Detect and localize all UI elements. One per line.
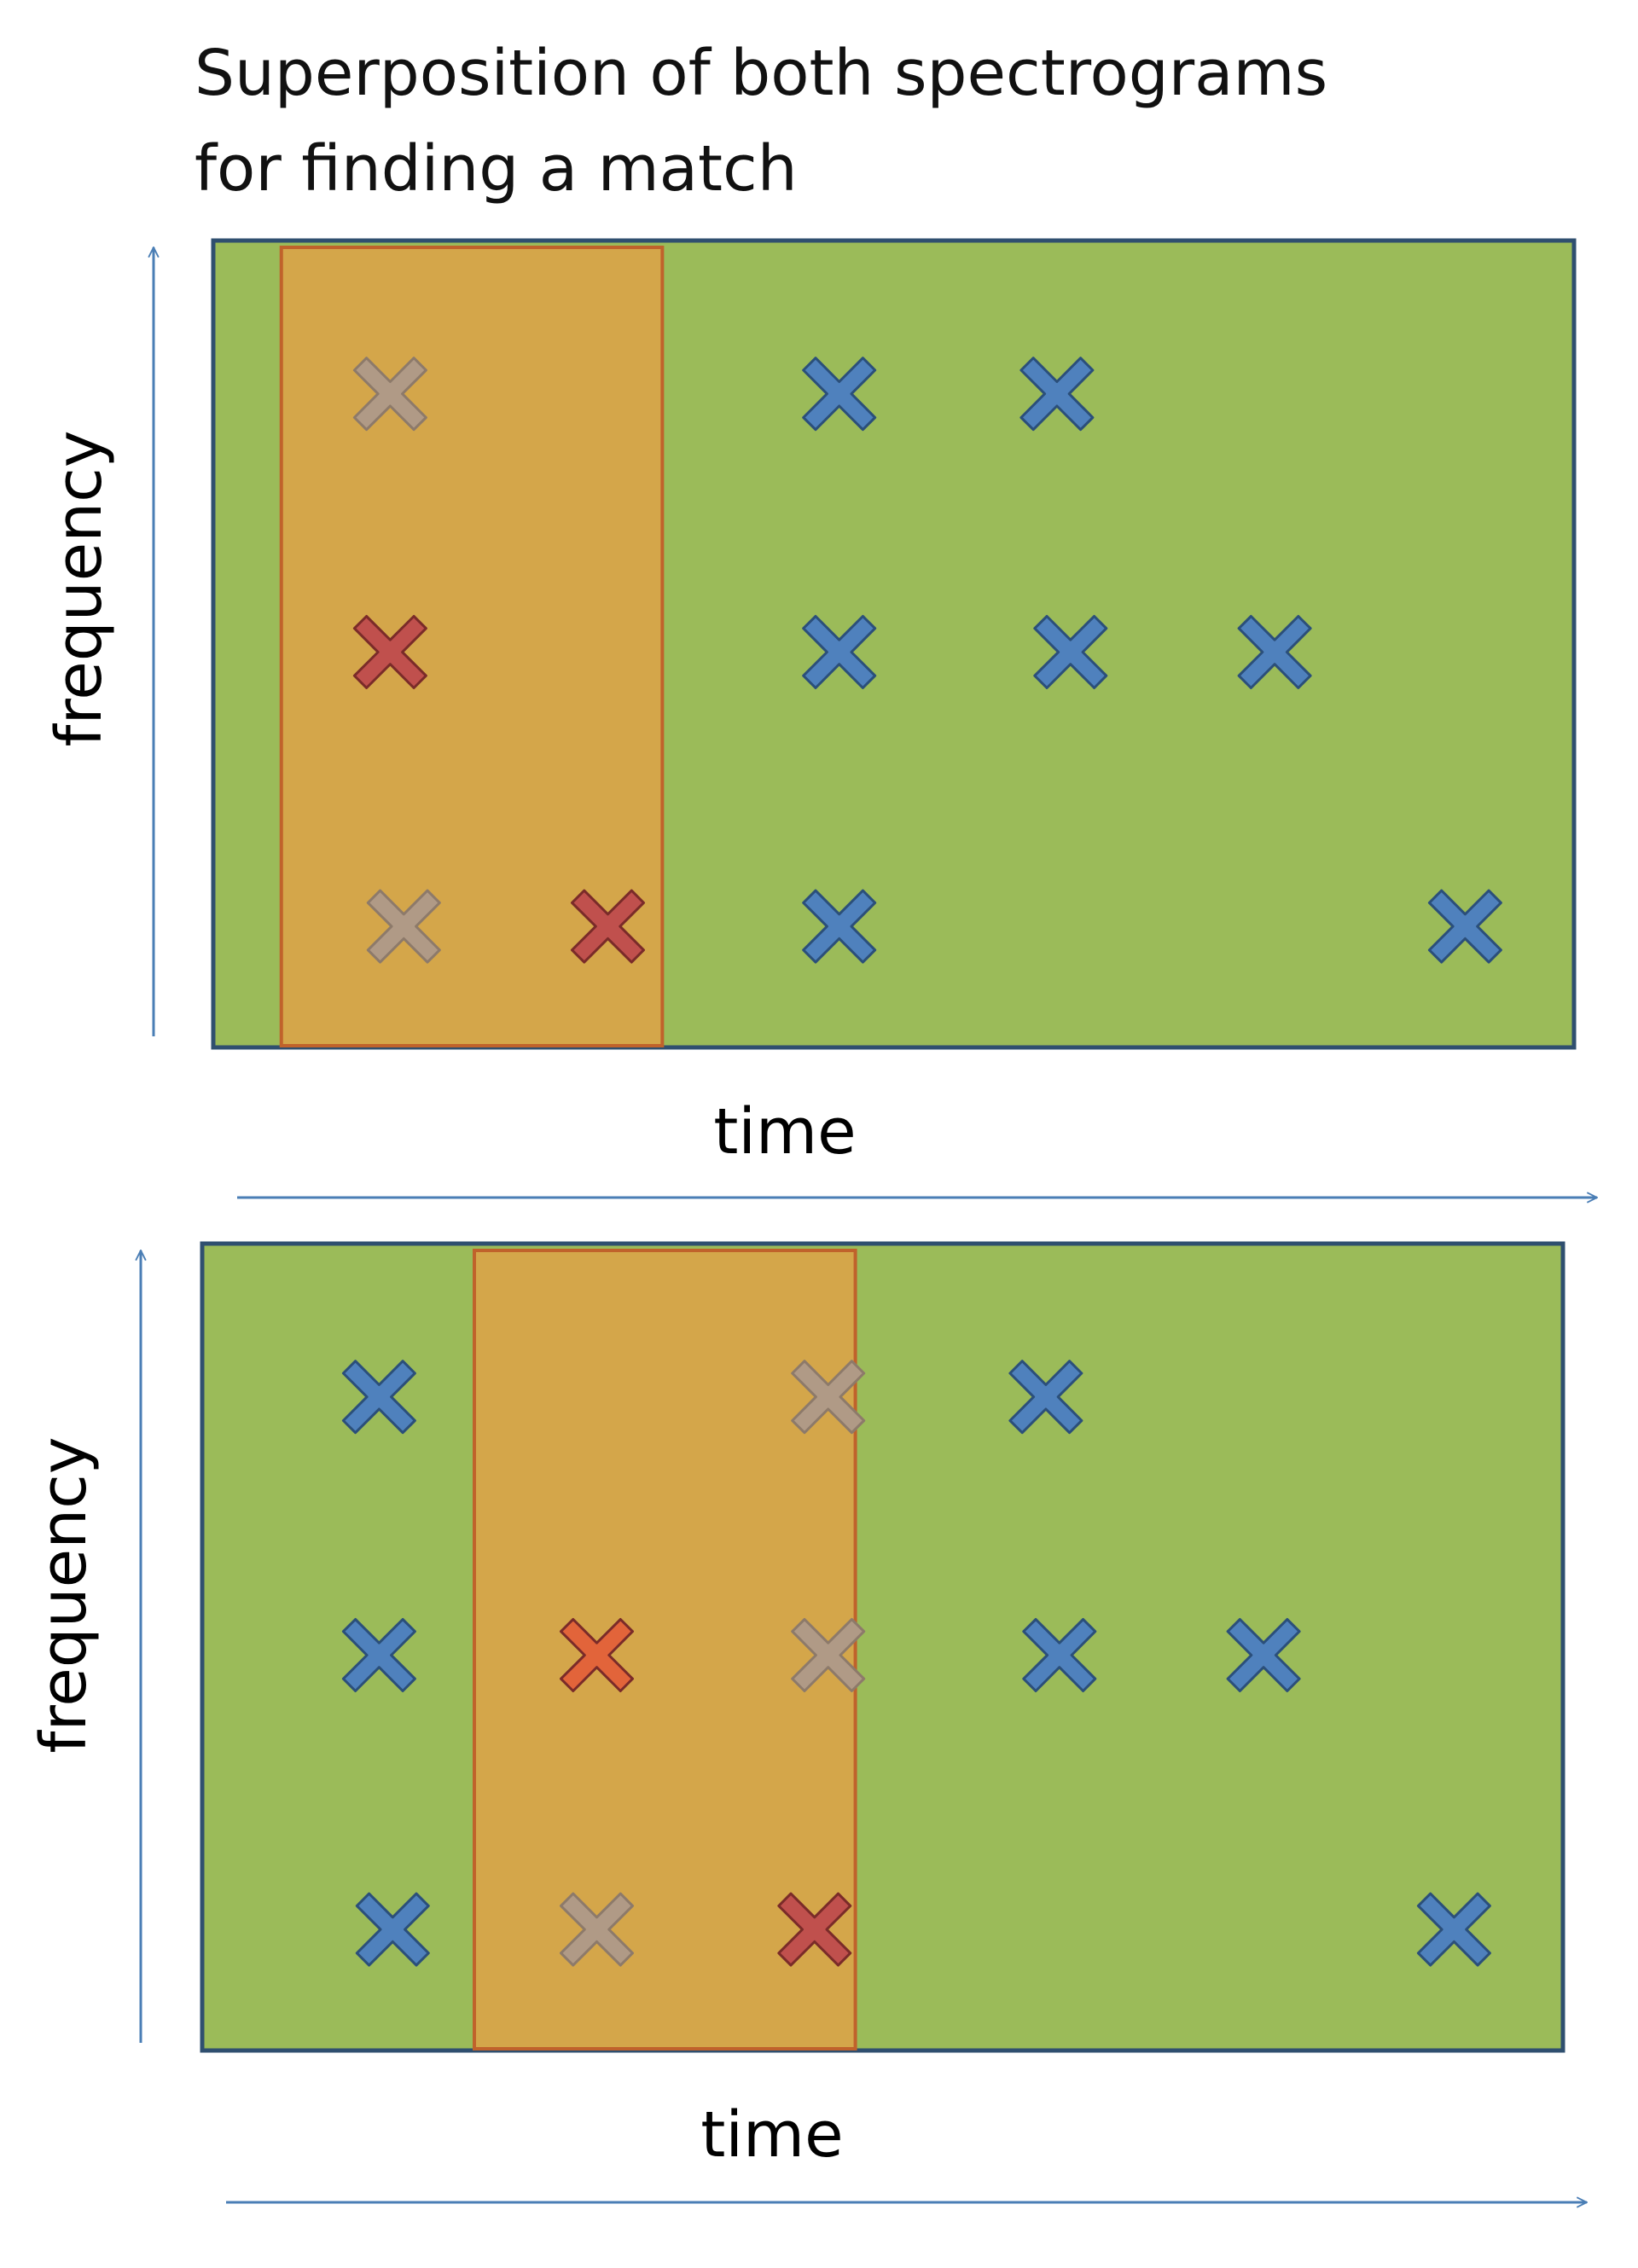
peak-marker-blue	[1033, 615, 1108, 689]
peak-marker-red	[777, 1892, 852, 1967]
peak-marker-blue	[1226, 1618, 1301, 1692]
peak-marker-blue	[802, 357, 877, 432]
spectrogram-panel-top: frequency time	[43, 238, 1597, 1198]
diagram-title: Superposition of both spectrograms for f…	[195, 26, 1474, 217]
frequency-axis-label: frequency	[43, 430, 116, 746]
peak-marker-blue	[1416, 1892, 1491, 1967]
frequency-axis-label: frequency	[27, 1436, 101, 1753]
peak-marker-blue	[802, 889, 877, 964]
peak-marker-blue	[1237, 615, 1312, 689]
title-line-2: for finding a match	[195, 132, 798, 206]
peak-marker-red	[571, 889, 645, 964]
peak-marker-blue	[1019, 357, 1095, 432]
spectrogram-background	[200, 1241, 1565, 2053]
peak-marker-blue	[1008, 1360, 1083, 1435]
peak-marker-blue	[341, 1618, 416, 1692]
peak-marker-blue	[355, 1892, 430, 1967]
peak-marker-blue	[802, 615, 877, 689]
peak-marker-red	[352, 615, 427, 689]
peak-marker-orange	[560, 1618, 634, 1692]
title-line-1: Superposition of both spectrograms	[195, 37, 1328, 110]
peak-marker-gray	[352, 357, 427, 432]
peak-marker-blue	[1022, 1618, 1097, 1692]
peak-marker-blue	[1427, 889, 1502, 964]
time-axis-label: time	[700, 2098, 843, 2172]
peak-marker-gray	[366, 889, 441, 964]
peak-marker-gray	[560, 1892, 634, 1967]
peak-marker-blue	[341, 1360, 416, 1435]
spectrogram-panel-bottom: frequency time	[27, 1241, 1587, 2202]
peak-marker-gray	[791, 1618, 866, 1692]
time-axis-label: time	[713, 1095, 856, 1169]
peak-marker-gray	[791, 1360, 866, 1435]
